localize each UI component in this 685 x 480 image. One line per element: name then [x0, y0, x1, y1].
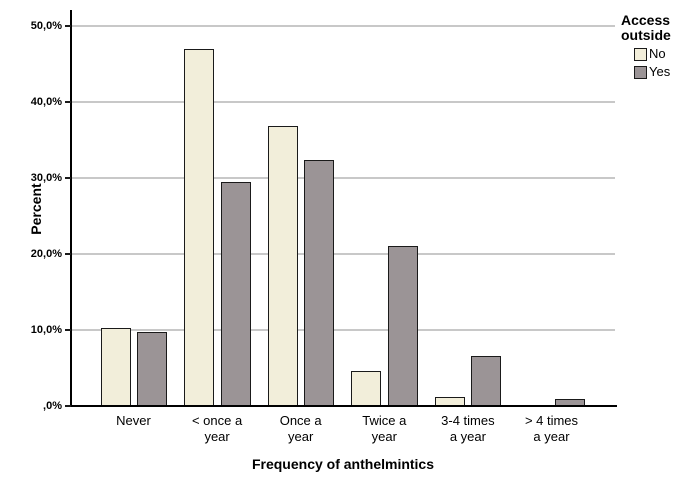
y-tick-mark-0	[65, 405, 71, 407]
bar-no-category-0	[100, 327, 131, 406]
y-tick-label-10: 10,0%	[30, 324, 62, 336]
bar-yes-category-0	[137, 332, 167, 406]
bar-no-category-1	[184, 48, 215, 406]
gridline-50	[72, 25, 615, 27]
legend-label-yes: Yes	[649, 64, 671, 79]
x-category-label-5: > 4 times a year	[524, 413, 579, 444]
x-axis-title: Frequency of anthelmintics	[251, 456, 435, 472]
gridline-20	[72, 253, 615, 255]
y-tick-label-40: 40,0%	[30, 96, 62, 108]
bar-yes-category-3	[387, 245, 418, 406]
gridline-10	[72, 329, 615, 331]
legend-item-yes: Yes	[634, 65, 685, 79]
x-category-label-3: Twice a year	[362, 413, 407, 444]
legend-label-no: No	[649, 46, 666, 61]
gridline-40	[72, 101, 615, 103]
x-category-label-4: 3-4 times a year	[441, 413, 495, 444]
y-axis-line	[70, 10, 72, 407]
x-category-label-1: < once a year	[191, 413, 243, 444]
bar-yes-category-2	[304, 159, 335, 406]
bar-no-category-3	[351, 371, 382, 406]
legend-swatch-yes	[634, 65, 647, 79]
y-tick-label-50: 50,0%	[30, 20, 62, 32]
x-category-label-0: Never	[116, 413, 151, 428]
y-tick-label-0: ,0%	[43, 400, 62, 412]
x-category-label-2: Once a year	[279, 413, 322, 444]
legend: Access outside No Yes	[621, 13, 685, 79]
legend-item-no: No	[634, 47, 685, 61]
y-tick-mark-30	[65, 177, 71, 179]
y-tick-mark-20	[65, 253, 71, 255]
y-axis-title: Percent	[28, 183, 44, 235]
y-tick-mark-40	[65, 101, 71, 103]
gridline-30	[72, 177, 615, 179]
bar-yes-category-4	[471, 355, 502, 406]
bar-yes-category-1	[220, 181, 251, 406]
bar-no-category-2	[267, 125, 298, 406]
legend-swatch-no	[634, 47, 647, 61]
y-tick-mark-50	[65, 25, 71, 27]
y-tick-mark-10	[65, 329, 71, 331]
y-tick-label-20: 20,0%	[30, 248, 62, 260]
legend-title: Access outside	[621, 12, 671, 43]
y-tick-label-30: 30,0%	[30, 172, 62, 184]
x-axis-line	[70, 405, 617, 407]
